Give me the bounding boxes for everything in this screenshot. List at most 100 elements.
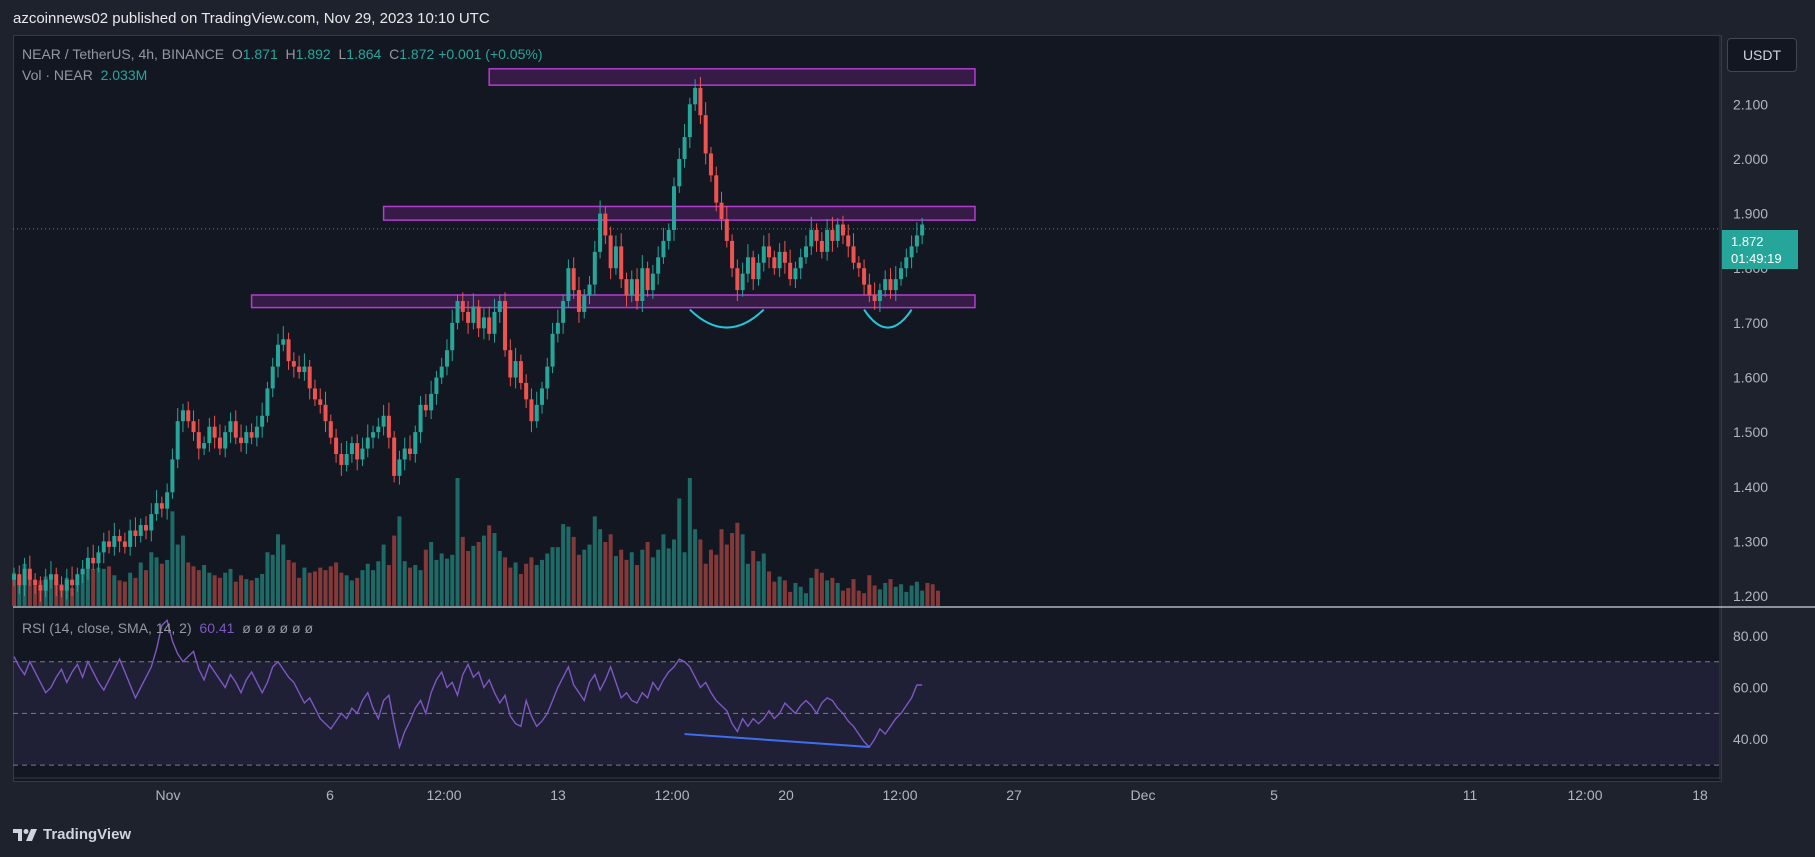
volume-bar: [592, 516, 597, 606]
volume-bar: [650, 557, 655, 606]
candle-body: [365, 437, 370, 449]
volume-bar: [518, 574, 523, 606]
volume-bar: [85, 561, 90, 606]
change-value: +0.001 (+0.05%): [438, 46, 543, 62]
candle-body: [640, 268, 645, 302]
low-value: 1.864: [346, 46, 382, 62]
candle-body: [133, 530, 138, 536]
volume-bar: [782, 580, 787, 606]
candle-body: [17, 574, 22, 586]
candle-body: [893, 279, 898, 291]
candle-body: [239, 437, 244, 444]
candle-body: [217, 437, 222, 449]
candle-body: [777, 251, 782, 269]
rsi-tick-label: 80.00: [1733, 628, 1768, 644]
candle-body: [186, 410, 191, 422]
volume-bar: [914, 581, 919, 606]
rsi-value: 60.41: [199, 620, 235, 636]
candle-body: [408, 448, 412, 455]
price-tick-label: 1.200: [1733, 588, 1768, 604]
ohlc-legend[interactable]: NEAR / TetherUS, 4h, BINANCE O1.871 H1.8…: [22, 46, 542, 62]
candle-body: [281, 339, 286, 345]
volume-bar: [640, 549, 645, 606]
candle-body: [534, 404, 539, 422]
candle-body: [439, 366, 444, 378]
candle-body: [624, 279, 629, 296]
volume-bar: [260, 574, 265, 606]
volume-bar: [698, 539, 703, 606]
candle-body: [571, 268, 576, 291]
candle-body: [22, 568, 27, 586]
candle-body: [809, 229, 814, 247]
candle-body: [840, 224, 845, 236]
candle-body: [302, 366, 307, 373]
h-label: H: [285, 46, 296, 62]
volume-bar: [376, 561, 381, 606]
candle-body: [223, 432, 228, 449]
volume-bar: [920, 590, 925, 606]
brand[interactable]: TradingView: [13, 826, 131, 843]
candle-body: [782, 251, 787, 263]
volume-bar: [117, 580, 122, 606]
volume-bar: [508, 567, 513, 606]
candle-body: [529, 399, 534, 422]
candle-body: [423, 404, 428, 411]
volume-bar: [144, 570, 148, 606]
volume-bar: [661, 534, 666, 606]
volume-bar: [281, 544, 286, 606]
candle-body: [909, 246, 914, 258]
volume-bar: [318, 567, 323, 606]
volume-bar: [270, 554, 275, 606]
candle-body: [888, 279, 893, 291]
candle-body: [724, 219, 729, 241]
volume-bar: [693, 529, 698, 606]
volume-bar: [339, 572, 344, 606]
candle-body: [703, 115, 708, 154]
candle-body: [761, 246, 766, 263]
rsi-legend[interactable]: RSI (14, close, SMA, 14, 2) 60.41 ø ø ø …: [22, 620, 313, 636]
candle-body: [96, 552, 101, 564]
volume-bar: [645, 542, 650, 606]
candle-body: [503, 301, 508, 351]
currency-button[interactable]: USDT: [1727, 38, 1797, 72]
volume-bar: [444, 558, 449, 606]
volume-bar: [107, 566, 112, 606]
volume-bar: [656, 549, 661, 606]
time-tick-label: 18: [1692, 787, 1708, 803]
candle-body: [877, 290, 882, 302]
candle-body: [265, 388, 270, 416]
chart-frame[interactable]: [13, 35, 1722, 782]
symbol-label[interactable]: NEAR / TetherUS, 4h, BINANCE: [22, 46, 225, 62]
candle-body: [33, 579, 38, 586]
candle-body: [323, 404, 328, 422]
candle-body: [825, 229, 830, 252]
volume-bar: [48, 579, 53, 606]
volume-bar: [70, 588, 75, 606]
volume-bar: [804, 593, 808, 606]
price-tick-label: 1.500: [1733, 424, 1768, 440]
volume-bar: [925, 582, 930, 606]
volume-legend[interactable]: Vol · NEAR 2.033M: [22, 67, 147, 83]
candle-body: [244, 432, 249, 444]
volume-bar: [856, 590, 861, 606]
rsi-layer: [13, 618, 1720, 766]
volume-bar: [212, 575, 217, 606]
candle-body: [334, 437, 339, 455]
volume-bar: [439, 553, 444, 606]
volume-bar: [429, 542, 434, 606]
candle-body: [159, 503, 164, 509]
candle-body: [85, 557, 90, 569]
volume-bar: [608, 534, 613, 606]
price-tick-label: 1.400: [1733, 479, 1768, 495]
volume-bar: [397, 516, 402, 606]
candle-body: [402, 448, 407, 460]
candle-body: [708, 153, 713, 176]
volume-bar: [904, 591, 909, 606]
volume-bar: [165, 559, 170, 606]
candle-body: [846, 235, 851, 247]
candle-body: [12, 574, 16, 580]
time-tick-label: 5: [1270, 787, 1278, 803]
volume-bar: [767, 571, 772, 606]
volume-bar: [629, 552, 634, 606]
